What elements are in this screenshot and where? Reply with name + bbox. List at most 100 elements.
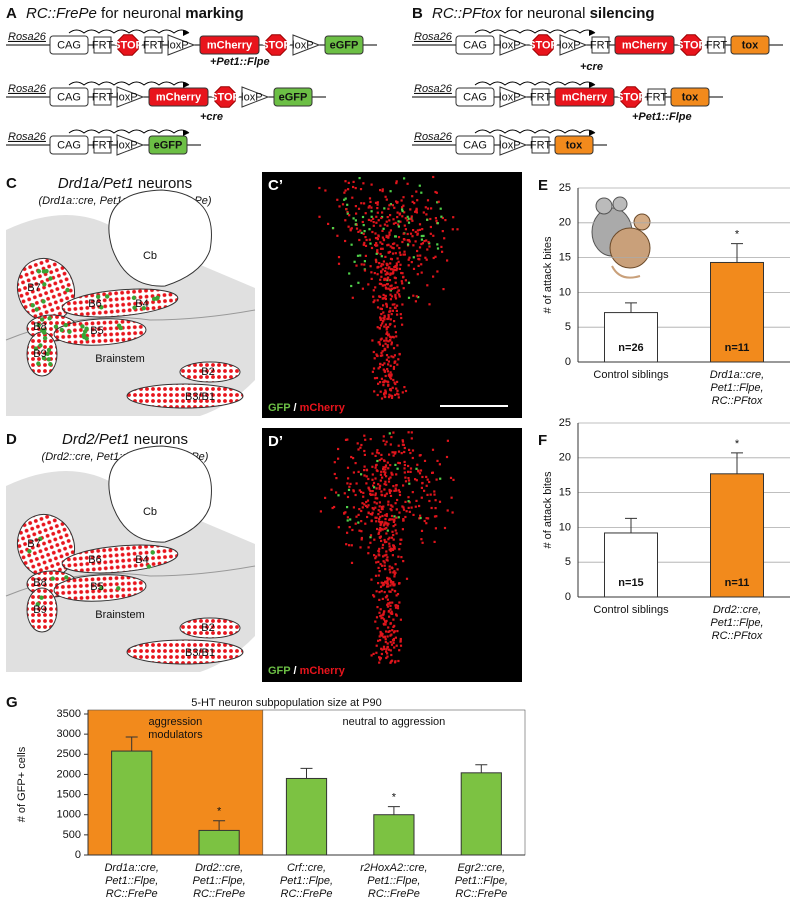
fluorescent-cell (412, 229, 415, 232)
fluorescent-cell (403, 238, 406, 241)
fluorescent-cell (361, 506, 364, 509)
fluorescent-cell (395, 484, 398, 487)
fluorescent-cell (395, 335, 398, 338)
fluorescent-cell (381, 648, 384, 651)
fluorescent-cell (410, 437, 413, 440)
fluorescent-cell (379, 278, 382, 281)
fluorescent-cell (363, 503, 366, 506)
fluorescent-cell (393, 242, 396, 245)
bar (460, 772, 502, 856)
bar (710, 473, 764, 598)
fluorescent-cell (381, 363, 384, 367)
fluorescent-cell (396, 392, 399, 395)
fluorescent-cell (350, 561, 354, 564)
fluorescent-cell (384, 390, 387, 393)
bar (710, 261, 764, 363)
fluorescent-cell (362, 182, 365, 185)
fluorescent-cell (394, 268, 397, 272)
fluorescent-cell (397, 450, 401, 453)
fluorescent-cell (394, 563, 397, 566)
fluorescent-cell (352, 180, 355, 183)
significance-star: * (217, 806, 222, 818)
fluorescent-cell (378, 295, 381, 298)
fluorescent-cell (380, 377, 383, 380)
gfp-cell (99, 305, 104, 310)
fluorescent-cell (374, 258, 377, 261)
fluorescent-cell (396, 593, 400, 596)
micrograph (262, 172, 522, 418)
fluorescent-cell (388, 545, 391, 548)
gfp-cell (155, 295, 160, 300)
fluorescent-cell (381, 284, 384, 287)
fluorescent-cell (396, 389, 399, 392)
y-tick-label: 1000 (57, 809, 81, 821)
fluorescent-cell (374, 497, 377, 500)
element-label: STOP (676, 39, 706, 51)
fluorescent-cell (375, 590, 378, 593)
fluorescent-cell (379, 563, 382, 566)
fluorescent-cell (407, 239, 410, 242)
fluorescent-cell (388, 219, 391, 222)
element-label: loxP (292, 39, 313, 51)
fluorescent-cell (378, 658, 382, 661)
fluorescent-cell (382, 381, 385, 384)
fluorescent-cell (375, 555, 378, 558)
y-tick-label: 5 (565, 321, 571, 333)
fluorescent-cell (355, 515, 358, 518)
fluorescent-cell (385, 220, 388, 223)
fluorescent-cell (397, 358, 400, 361)
fluorescent-cell (435, 478, 438, 481)
fluorescent-cell (374, 477, 377, 480)
fluorescent-cell (360, 490, 363, 494)
fluorescent-cell (411, 449, 415, 452)
bar (604, 532, 658, 598)
fluorescent-cell (354, 493, 357, 497)
fluorescent-cell (407, 506, 410, 509)
fluorescent-cell (377, 549, 380, 552)
fluorescent-cell (408, 240, 411, 243)
fluorescent-cell (363, 230, 366, 233)
fluorescent-cell (445, 455, 449, 459)
fluorescent-cell (391, 309, 394, 312)
fluorescent-cell (392, 581, 395, 584)
fluorescent-cell (387, 538, 390, 541)
fluorescent-cell (347, 225, 350, 228)
fluorescent-cell (436, 201, 439, 204)
brain-diagram: Cb B7 B6 B4 B8 B5 B9 Brainstem B2 B3/B1 (5, 189, 256, 416)
panel-title: RC::PFtox for neuronal silencing (432, 5, 655, 22)
fluorescent-cell (379, 630, 382, 634)
fluorescent-cell (355, 227, 359, 230)
fluorescent-cell (384, 255, 387, 258)
x-tick-label: Crf::cre, (287, 862, 326, 874)
fluorescent-cell (414, 505, 417, 508)
fluorescent-cell (363, 269, 367, 272)
fluorescent-cell (376, 354, 379, 357)
gfp-cell (84, 336, 89, 341)
fluorescent-cell (424, 256, 427, 259)
fluorescent-cell (376, 266, 379, 269)
fluorescent-cell (422, 211, 425, 214)
fluorescent-cell (387, 374, 390, 377)
fluorescent-cell (425, 522, 428, 525)
panel-label: B (412, 5, 423, 22)
fluorescent-cell (397, 393, 400, 396)
fluorescent-cell (444, 219, 447, 222)
fluorescent-cell (372, 481, 376, 484)
fluorescent-cell (411, 491, 414, 494)
fluorescent-cell (434, 217, 437, 220)
fluorescent-cell (381, 188, 384, 191)
y-tick-label: 25 (559, 417, 571, 429)
fluorescent-cell (389, 371, 392, 374)
fluorescent-cell (438, 500, 442, 503)
fluorescent-cell (392, 454, 395, 457)
bar (373, 814, 415, 856)
fluorescent-cell (364, 236, 367, 239)
fluorescent-cell (396, 216, 399, 219)
fluorescent-cell (407, 281, 411, 284)
fluorescent-cell (346, 531, 349, 534)
fluorescent-cell (349, 482, 352, 485)
fluorescent-cell (383, 473, 386, 476)
fluorescent-cell (390, 509, 393, 512)
fluorescent-cell (380, 265, 383, 268)
